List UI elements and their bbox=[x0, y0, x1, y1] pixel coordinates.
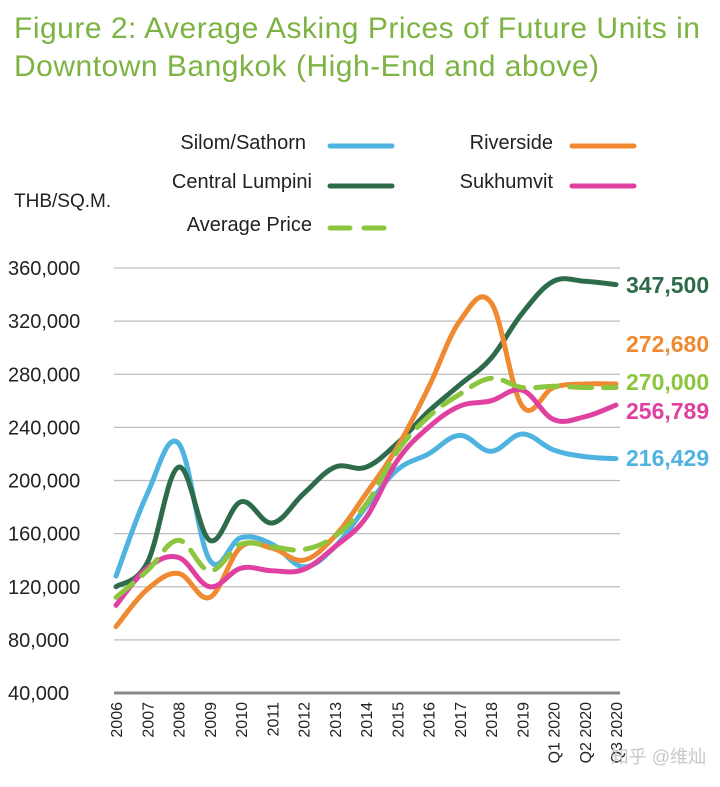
legend-label-central-lumpini: Central Lumpini bbox=[172, 171, 312, 193]
y-tick-label: 160,000 bbox=[8, 524, 80, 546]
x-tick-label: 2015 bbox=[390, 702, 407, 738]
series-line-riverside bbox=[113, 294, 619, 630]
x-tick-label: Q1 2020 bbox=[547, 702, 564, 763]
watermark: 知乎 @维灿 bbox=[610, 747, 706, 767]
chart-title-line2: Downtown Bangkok (High-End and above) bbox=[14, 50, 600, 83]
end-label-sukhumvit: 256,789 bbox=[626, 398, 709, 424]
legend-label-silom-sathorn: Silom/Sathorn bbox=[180, 132, 306, 154]
y-tick-label: 120,000 bbox=[8, 577, 80, 599]
series-line-central-lumpini bbox=[113, 276, 619, 590]
series-line-silom-sathorn bbox=[113, 431, 619, 579]
x-tick-label: 2016 bbox=[422, 702, 439, 738]
end-label-central-lumpini: 347,500 bbox=[626, 272, 709, 298]
y-tick-label: 360,000 bbox=[8, 258, 80, 280]
x-axis-tick-labels: 2006 2007 2008 2009 2010 2011 2012 2013 2014 2015… bbox=[109, 702, 626, 763]
x-tick-label: 2014 bbox=[359, 702, 376, 738]
x-tick-label: 2012 bbox=[297, 702, 314, 738]
legend-label-riverside: Riverside bbox=[470, 132, 553, 154]
series-line-sukhumvit bbox=[113, 387, 619, 608]
end-label-average-price: 270,000 bbox=[626, 369, 709, 395]
y-tick-label: 80,000 bbox=[8, 630, 69, 652]
y-tick-label: 40,000 bbox=[8, 683, 69, 705]
chart-title-line1: Figure 2: Average Asking Prices of Futur… bbox=[14, 12, 701, 45]
x-tick-label: Q3 2020 bbox=[609, 702, 626, 763]
chart-title: Figure 2: Average Asking Prices of Futur… bbox=[14, 10, 706, 86]
x-tick-label: 2009 bbox=[203, 702, 220, 738]
y-axis-tick-labels: 40,000 80,000 120,000 160,000 200,000 240,000… bbox=[8, 258, 80, 705]
legend: Silom/Sathorn Central Lumpini Riverside Suk… bbox=[172, 132, 637, 236]
data-series bbox=[113, 276, 619, 630]
x-tick-label: 2008 bbox=[172, 702, 189, 738]
x-tick-label: 2017 bbox=[453, 702, 470, 738]
legend-label-sukhumvit: Sukhumvit bbox=[460, 171, 554, 193]
x-tick-label: 2013 bbox=[328, 702, 345, 738]
x-tick-label: Q2 2020 bbox=[578, 702, 595, 763]
x-tick-label: 2019 bbox=[515, 702, 532, 738]
y-tick-label: 240,000 bbox=[8, 417, 80, 439]
y-tick-label: 280,000 bbox=[8, 364, 80, 386]
end-value-labels: 216,429 347,500 272,680 256,789 270,000 bbox=[626, 272, 709, 471]
end-label-silom-sathorn: 216,429 bbox=[626, 445, 709, 471]
gridlines bbox=[114, 267, 620, 695]
y-axis-unit-label: THB/SQ.M. bbox=[14, 191, 111, 212]
x-tick-label: 2006 bbox=[109, 702, 126, 738]
y-tick-label: 320,000 bbox=[8, 311, 80, 333]
legend-label-average-price: Average Price bbox=[187, 214, 312, 236]
x-tick-label: 2011 bbox=[265, 702, 282, 737]
x-tick-label: 2018 bbox=[484, 702, 501, 738]
end-label-riverside: 272,680 bbox=[626, 331, 709, 357]
x-tick-label: 2007 bbox=[140, 702, 157, 738]
series-line-average-price bbox=[113, 375, 619, 600]
y-tick-label: 200,000 bbox=[8, 471, 80, 493]
x-tick-label: 2010 bbox=[234, 702, 251, 738]
